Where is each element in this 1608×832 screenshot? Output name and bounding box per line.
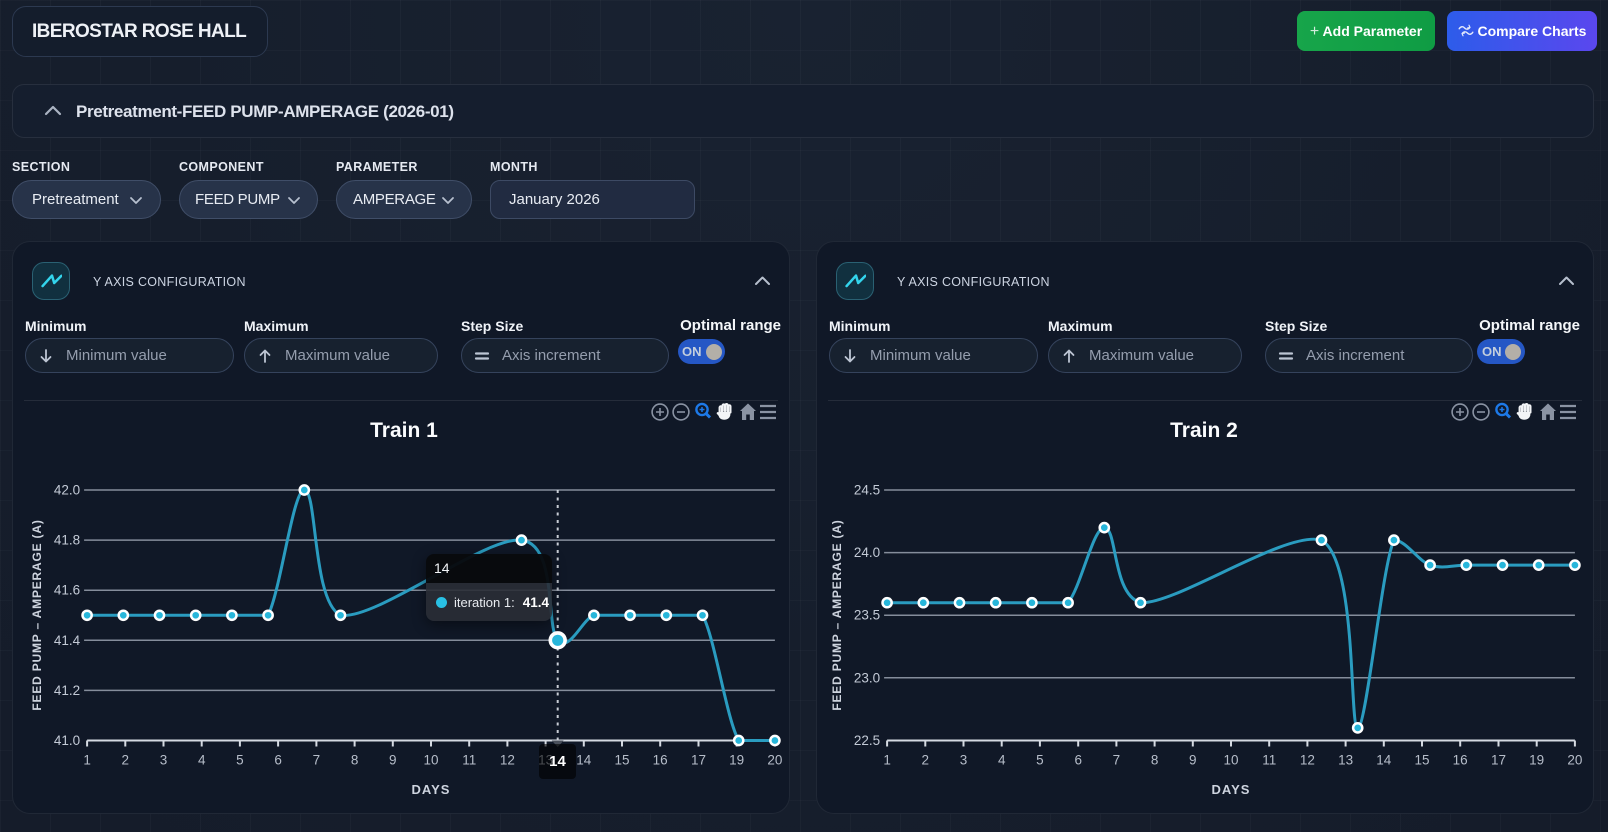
svg-text:9: 9	[1189, 753, 1197, 768]
svg-text:6: 6	[274, 753, 282, 768]
svg-text:4: 4	[998, 753, 1006, 768]
svg-text:8: 8	[351, 753, 359, 768]
svg-text:20: 20	[767, 753, 782, 768]
svg-text:12: 12	[1300, 753, 1315, 768]
svg-text:3: 3	[160, 753, 168, 768]
svg-text:8: 8	[1151, 753, 1159, 768]
svg-text:15: 15	[614, 753, 629, 768]
svg-text:11: 11	[1262, 753, 1276, 768]
svg-text:20: 20	[1567, 753, 1582, 768]
svg-text:1: 1	[883, 753, 891, 768]
svg-text:17: 17	[1491, 753, 1506, 768]
svg-text:13: 13	[1338, 753, 1353, 768]
svg-text:3: 3	[960, 753, 968, 768]
svg-text:15: 15	[1414, 753, 1429, 768]
svg-text:4: 4	[198, 753, 206, 768]
svg-text:DAYS: DAYS	[412, 782, 451, 797]
svg-text:14: 14	[576, 753, 592, 768]
svg-text:6: 6	[1074, 753, 1082, 768]
svg-text:17: 17	[691, 753, 706, 768]
svg-text:24.0: 24.0	[854, 545, 880, 560]
svg-text:23.5: 23.5	[854, 608, 880, 623]
svg-text:11: 11	[462, 753, 476, 768]
svg-text:5: 5	[1036, 753, 1044, 768]
svg-text:19: 19	[729, 753, 744, 768]
svg-text:2: 2	[122, 753, 130, 768]
svg-text:19: 19	[1529, 753, 1544, 768]
svg-text:22.5: 22.5	[854, 733, 880, 748]
svg-text:7: 7	[313, 753, 321, 768]
svg-text:1: 1	[83, 753, 91, 768]
svg-text:Train 1: Train 1	[370, 419, 438, 442]
svg-text:16: 16	[1453, 753, 1468, 768]
svg-text:DAYS: DAYS	[1212, 782, 1251, 797]
svg-text:41.8: 41.8	[54, 533, 80, 548]
svg-text:16: 16	[653, 753, 668, 768]
svg-text:41.2: 41.2	[54, 683, 80, 698]
svg-text:23.0: 23.0	[854, 670, 880, 685]
svg-text:14: 14	[1376, 753, 1392, 768]
svg-text:7: 7	[1113, 753, 1121, 768]
svg-text:10: 10	[423, 753, 438, 768]
svg-text:42.0: 42.0	[54, 483, 80, 498]
svg-text:2: 2	[922, 753, 930, 768]
svg-text:41.4: 41.4	[54, 633, 81, 648]
svg-text:9: 9	[389, 753, 397, 768]
svg-text:41.6: 41.6	[54, 583, 80, 598]
svg-text:10: 10	[1223, 753, 1238, 768]
svg-text:24.5: 24.5	[854, 483, 880, 498]
svg-text:FEED PUMP – AMPERAGE (A): FEED PUMP – AMPERAGE (A)	[830, 519, 844, 710]
svg-text:FEED PUMP – AMPERAGE (A): FEED PUMP – AMPERAGE (A)	[30, 519, 44, 710]
svg-text:Train 2: Train 2	[1170, 419, 1238, 442]
svg-text:12: 12	[500, 753, 515, 768]
svg-text:41.0: 41.0	[54, 733, 80, 748]
svg-text:5: 5	[236, 753, 244, 768]
